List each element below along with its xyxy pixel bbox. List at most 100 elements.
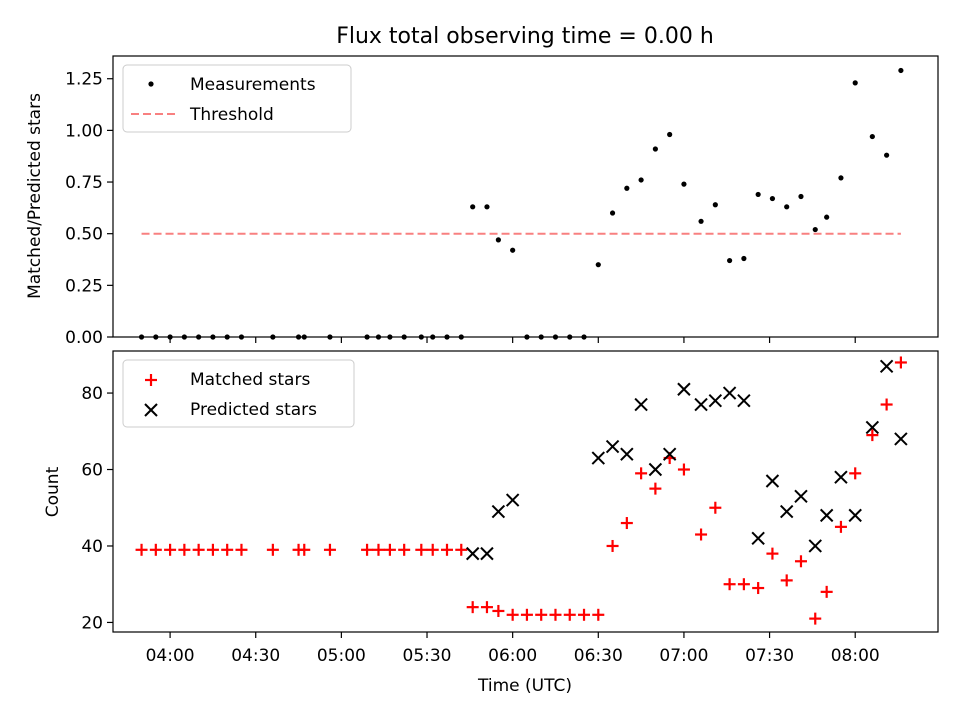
predicted-point [879, 359, 894, 373]
predicted-point [662, 447, 677, 461]
predicted-point [694, 397, 708, 412]
x-tick-label: 06:00 [488, 646, 537, 666]
y-tick-label: 80 [81, 384, 103, 404]
measurement-point [681, 181, 687, 187]
predicted-point [751, 531, 765, 546]
measurement-point [484, 204, 490, 210]
matched-point [794, 555, 807, 568]
matched-point [506, 608, 519, 621]
matched-point [809, 612, 822, 625]
matched-point [834, 520, 847, 533]
y-tick-label: 60 [81, 461, 103, 481]
predicted-point [848, 508, 862, 523]
measurement-point [624, 185, 630, 191]
bottom-plot-frame [112, 350, 939, 633]
matched-point [480, 601, 493, 614]
x-tick-label: 04:00 [146, 646, 195, 666]
matched-point [649, 482, 662, 495]
predicted-point [722, 386, 737, 400]
measurement-point [712, 202, 718, 208]
matched-point [563, 608, 576, 621]
y-tick-label: 40 [81, 537, 103, 557]
top-legend: Measurements Threshold [122, 64, 352, 133]
bottom-y-axis-label: Count [43, 466, 63, 517]
predicted-point [834, 470, 848, 484]
measurement-point [852, 80, 858, 86]
matched-point [398, 543, 411, 556]
measurement-point [884, 152, 890, 158]
matched-point [361, 543, 374, 556]
matched-point [455, 543, 468, 556]
y-tick-label: 0.75 [65, 173, 103, 193]
legend-matched-label: Matched stars [190, 370, 310, 390]
y-tick-label: 20 [81, 613, 103, 633]
bottom-marks-layer: 20 40 60 80 04:00 04:30 05:00 05:30 06:00 06:30 07… [81, 356, 908, 666]
legend-threshold-label: Threshold [189, 105, 274, 125]
matched-point [695, 528, 708, 541]
matched-point [766, 547, 779, 560]
measurement-point [798, 193, 804, 200]
measurement-point [727, 257, 733, 264]
predicted-point [779, 504, 794, 519]
measurement-point [824, 214, 830, 220]
predicted-point [620, 447, 634, 461]
matched-point [426, 543, 439, 556]
matched-point [549, 608, 562, 621]
measurement-point [667, 131, 673, 138]
predicted-point [865, 420, 880, 435]
top-marks-layer: 0.00 0.25 0.50 0.75 1.00 1.25 [65, 67, 904, 348]
x-tick-label: 06:30 [574, 646, 623, 666]
x-axis-label: Time (UTC) [477, 676, 572, 696]
measurement-point [495, 237, 501, 243]
matched-point [192, 543, 205, 556]
measurement-point [609, 210, 616, 216]
legend-x-marker [144, 403, 158, 417]
predicted-point [894, 432, 908, 446]
predicted-point [708, 393, 723, 408]
matched-point [578, 608, 591, 621]
legend-dot-marker [148, 81, 154, 87]
predicted-point [605, 439, 620, 454]
matched-point [620, 517, 633, 530]
predicted-point [737, 393, 751, 408]
matched-point [880, 398, 893, 411]
matched-point [206, 543, 219, 556]
legend-plus-marker [145, 374, 157, 386]
measurement-point [470, 204, 476, 210]
x-tick-label: 07:00 [659, 646, 708, 666]
matched-point [492, 604, 505, 617]
bottom-legend: Matched stars Predicted stars [122, 359, 355, 428]
x-tick-label: 08:00 [831, 646, 880, 666]
measurement-point [652, 146, 658, 152]
predicted-point [465, 546, 480, 561]
top-plot-frame [112, 55, 939, 338]
predicted-point [648, 462, 663, 477]
top-y-axis-label: Matched/Predicted stars [25, 93, 45, 299]
y-tick-label: 0.25 [65, 276, 103, 296]
predicted-point [480, 546, 494, 561]
matched-point [221, 543, 234, 556]
measurement-point [898, 67, 904, 74]
matched-point [235, 543, 248, 556]
predicted-point [808, 539, 822, 553]
y-tick-label: 0.00 [65, 328, 103, 348]
matched-point [635, 467, 648, 480]
predicted-point [634, 397, 648, 412]
matched-point [677, 463, 690, 476]
predicted-point [491, 504, 506, 519]
matched-point [820, 585, 833, 598]
matched-point [723, 578, 736, 591]
predicted-point [819, 508, 834, 523]
legend-predicted-label: Predicted stars [190, 400, 317, 420]
matched-point [164, 543, 177, 556]
chart-title: Flux total observing time = 0.00 h [336, 24, 714, 49]
measurement-point [769, 195, 776, 202]
predicted-point [794, 489, 808, 503]
matched-point [178, 543, 191, 556]
measurement-point [838, 175, 844, 181]
measurement-point [741, 255, 747, 262]
legend-measurements-label: Measurements [190, 75, 316, 95]
matched-point [737, 578, 750, 591]
measurement-point [784, 204, 790, 210]
matched-point [440, 543, 453, 556]
